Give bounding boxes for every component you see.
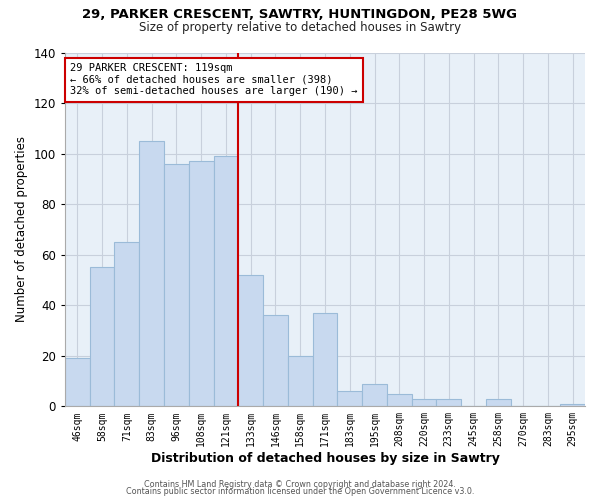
Bar [189,161,214,406]
Bar [436,399,461,406]
Bar [65,358,90,406]
Bar [238,275,263,406]
Bar [313,313,337,406]
X-axis label: Distribution of detached houses by size in Sawtry: Distribution of detached houses by size … [151,452,499,465]
Bar [288,356,313,406]
Bar [412,399,436,406]
Bar [387,394,412,406]
Bar [90,268,115,406]
Bar [486,399,511,406]
Bar [139,141,164,406]
Bar [263,316,288,406]
Y-axis label: Number of detached properties: Number of detached properties [15,136,28,322]
Text: 29 PARKER CRESCENT: 119sqm
← 66% of detached houses are smaller (398)
32% of sem: 29 PARKER CRESCENT: 119sqm ← 66% of deta… [70,63,358,96]
Text: Contains HM Land Registry data © Crown copyright and database right 2024.: Contains HM Land Registry data © Crown c… [144,480,456,489]
Bar [560,404,585,406]
Text: Contains public sector information licensed under the Open Government Licence v3: Contains public sector information licen… [126,487,474,496]
Bar [214,156,238,406]
Bar [115,242,139,406]
Text: Size of property relative to detached houses in Sawtry: Size of property relative to detached ho… [139,21,461,34]
Bar [164,164,189,406]
Bar [337,391,362,406]
Text: 29, PARKER CRESCENT, SAWTRY, HUNTINGDON, PE28 5WG: 29, PARKER CRESCENT, SAWTRY, HUNTINGDON,… [83,8,517,20]
Bar [362,384,387,406]
